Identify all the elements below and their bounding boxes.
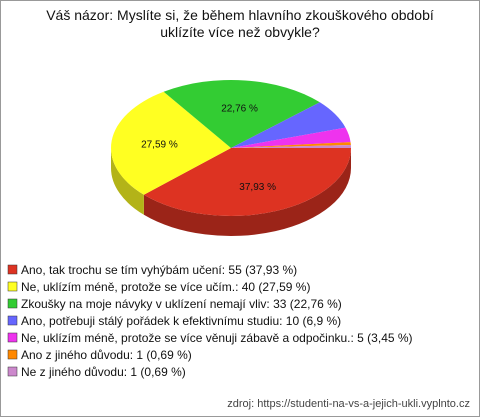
slice-label: 27,59 % <box>141 140 178 151</box>
legend-label: Ano, potřebuji stálý pořádek k efektivní… <box>21 314 341 328</box>
legend-swatch <box>7 332 18 343</box>
chart-title: Váš názor: Myslíte si, že během hlavního… <box>46 7 434 23</box>
slice-side <box>111 148 144 215</box>
legend-swatch <box>7 366 18 377</box>
slice-side <box>143 148 351 236</box>
slice <box>163 80 320 148</box>
source: zdroj: https://studenti-na-vs-a-jejich-u… <box>227 398 470 410</box>
slice <box>231 142 351 148</box>
slice <box>111 91 231 195</box>
slice-label: 22,76 % <box>221 103 258 114</box>
legend-swatch <box>7 298 18 309</box>
chart-title: uklízíte více než obvykle? <box>160 24 320 40</box>
slice <box>231 145 351 148</box>
legend-swatch <box>7 264 18 275</box>
slice-label: 37,93 % <box>239 182 276 193</box>
legend-label: Ne, uklízím méně, protože se více učím.:… <box>21 280 310 294</box>
legend-label: Ano, tak trochu se tím vyhýbám učení: 55… <box>21 263 297 277</box>
legend-label: Ano z jiného důvodu: 1 (0,69 %) <box>21 348 192 362</box>
slice <box>231 102 346 148</box>
legend-label: Ne z jiného důvodu: 1 (0,69 %) <box>21 365 186 379</box>
legend-swatch <box>7 349 18 360</box>
slice <box>143 148 351 216</box>
legend-label: Zkoušky na moje návyky v uklízení nemají… <box>21 297 342 311</box>
legend-swatch <box>7 315 18 326</box>
legend-swatch <box>7 281 18 292</box>
slice <box>231 127 351 148</box>
legend-label: Ne, uklízím méně, protože se více věnuji… <box>21 331 413 345</box>
